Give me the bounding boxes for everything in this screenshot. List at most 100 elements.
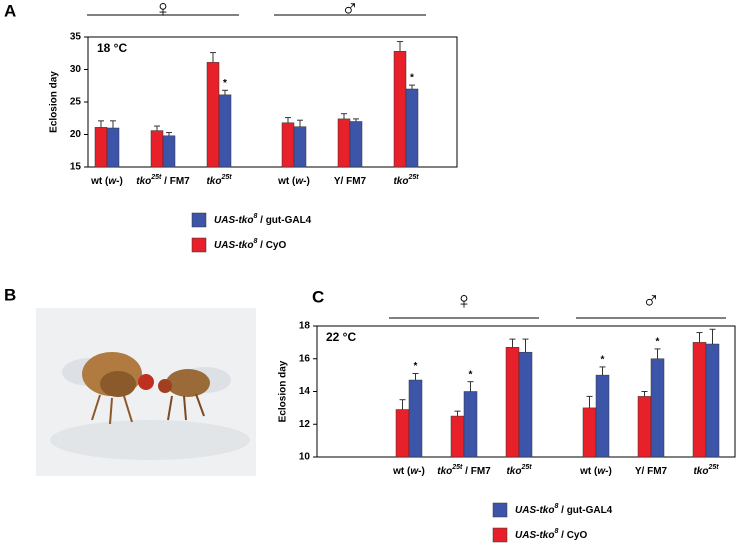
significance-star: * [414,361,418,372]
x-tick-label: tko25t / FM7 [136,174,190,186]
label-part: 25t [407,174,419,181]
y-tick-label: 30 [70,64,82,75]
error-bar [399,399,406,410]
x-tick-label: tko25t [506,464,532,476]
label-part: / CyO [257,240,286,251]
bar [349,121,363,168]
legend-swatch [492,502,508,518]
error-bar [467,381,474,392]
label-part: 8 [253,213,257,220]
group-symbol: ♂ [642,287,660,314]
significance-star: * [469,369,473,380]
error-bar [397,41,403,52]
x-tick-label: wt (w-) [392,466,425,477]
label-part: wt ( [277,176,296,187]
label-part: wt ( [579,466,598,477]
label-part: 8 [554,503,558,510]
label-part: tko [206,176,221,187]
error-bar [599,366,606,376]
label-part: ) [608,466,611,477]
label-part: / gut-GAL4 [257,215,311,226]
group-symbol: ♀ [154,0,172,22]
error-bar [222,89,228,95]
y-tick-label: 20 [70,129,82,140]
bar [518,351,533,458]
significance-star: * [601,355,605,366]
bar [705,343,720,458]
error-bar [709,328,716,345]
label-part: tko [136,176,151,187]
legend-label: UAS-tko8 / gut-GAL4 [214,213,312,225]
x-tick-label: wt (w-) [277,176,310,187]
label-part: UAS-tko [515,505,554,516]
label-part: 8 [253,238,257,245]
y-axis-label: Eclosion day [49,71,60,133]
x-tick-label: Y/ FM7 [334,176,367,187]
y-tick-label: 10 [299,452,311,463]
label-part: tko [393,176,408,187]
legend-label: UAS-tko8 / CyO [214,238,286,250]
error-bar [509,338,516,348]
label-part: ) [306,176,309,187]
significance-star: * [223,78,227,89]
x-tick-label: tko25t [693,464,719,476]
y-tick-label: 16 [299,353,311,364]
bar [650,358,665,458]
error-bar [297,119,303,127]
panel-letter: C [312,287,324,306]
error-bar [412,372,419,381]
label-part: 25t [451,464,463,471]
error-bar [454,410,461,417]
significance-star: * [410,73,414,84]
bar [450,415,465,458]
y-axis-label: Eclosion day [278,360,289,422]
bar [281,122,295,168]
x-tick-label: tko25t / FM7 [437,464,491,476]
label-part: / CyO [558,530,587,541]
label-part: Y/ FM7 [635,466,668,477]
label-part: w- [108,176,120,187]
error-bar [522,338,529,353]
bar [337,118,351,168]
bar [595,374,610,458]
x-tick-label: wt (w-) [579,466,612,477]
error-bar [210,52,216,63]
error-bar [409,84,415,89]
y-tick-label: 12 [299,419,311,430]
panel-letter: A [4,1,16,20]
label-part: w- [597,466,609,477]
legend-label: UAS-tko8 / gut-GAL4 [515,503,613,515]
error-bar [696,332,703,343]
label-part: tko [506,466,521,477]
bar [408,379,423,458]
y-tick-label: 25 [70,97,82,108]
bar [106,127,120,168]
x-tick-label: tko25t [206,174,232,186]
label-part: w- [410,466,422,477]
error-bar [641,391,648,397]
bar [218,94,232,168]
bar [150,130,164,168]
label-part: UAS-tko [214,240,253,251]
label-part: / gut-GAL4 [558,505,612,516]
label-part: 8 [554,528,558,535]
legend-swatch [191,237,207,253]
error-bar [98,120,104,128]
label-part: tko [693,466,708,477]
x-tick-label: tko25t [393,174,419,186]
label-part: tko [437,466,452,477]
bar [582,407,597,458]
group-symbol: ♂ [341,0,359,22]
error-bar [154,125,160,131]
bar [393,51,407,168]
y-tick-label: 18 [299,321,311,332]
label-part: w- [295,176,307,187]
label-part: / FM7 [462,466,491,477]
label-part: Y/ FM7 [334,176,367,187]
bar [637,396,652,458]
label-part: 25t [707,464,719,471]
y-tick-label: 35 [70,32,82,43]
label-part: wt ( [90,176,109,187]
label-part: 25t [220,174,232,181]
